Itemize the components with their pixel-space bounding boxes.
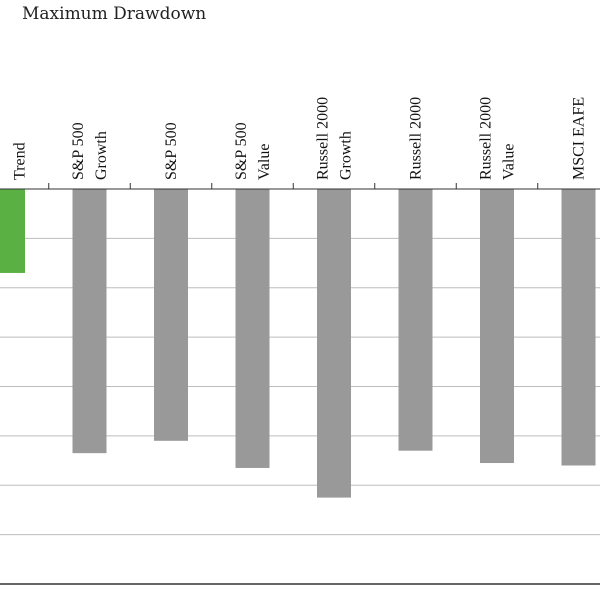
bar [0,189,25,273]
chart-title: Maximum Drawdown [22,4,207,24]
axis [0,183,600,585]
bar [561,189,596,466]
category-label: Russell 2000 [408,97,425,180]
category-label: Value [256,144,273,180]
category-label: Russell 2000 [315,97,332,180]
bar [154,189,188,441]
category-label: S&P 500 [163,122,180,180]
bar [235,189,270,468]
category-labels: Trend S&P 500 Growth S&P 500 S&P 500 Value Rus… [12,97,588,180]
category-label: Growth [338,131,355,180]
bar [72,189,107,454]
category-label: S&P 500 [70,122,87,180]
category-label: S&P 500 [233,122,250,180]
bar [480,189,514,464]
category-label: Growth [93,131,110,180]
bar [398,189,433,451]
category-label: Value [501,144,518,180]
bars [0,189,596,498]
category-label: Trend [12,142,29,180]
category-label: MSCI EAFE [571,97,588,180]
bar [317,189,351,498]
category-label: Russell 2000 [478,97,495,180]
